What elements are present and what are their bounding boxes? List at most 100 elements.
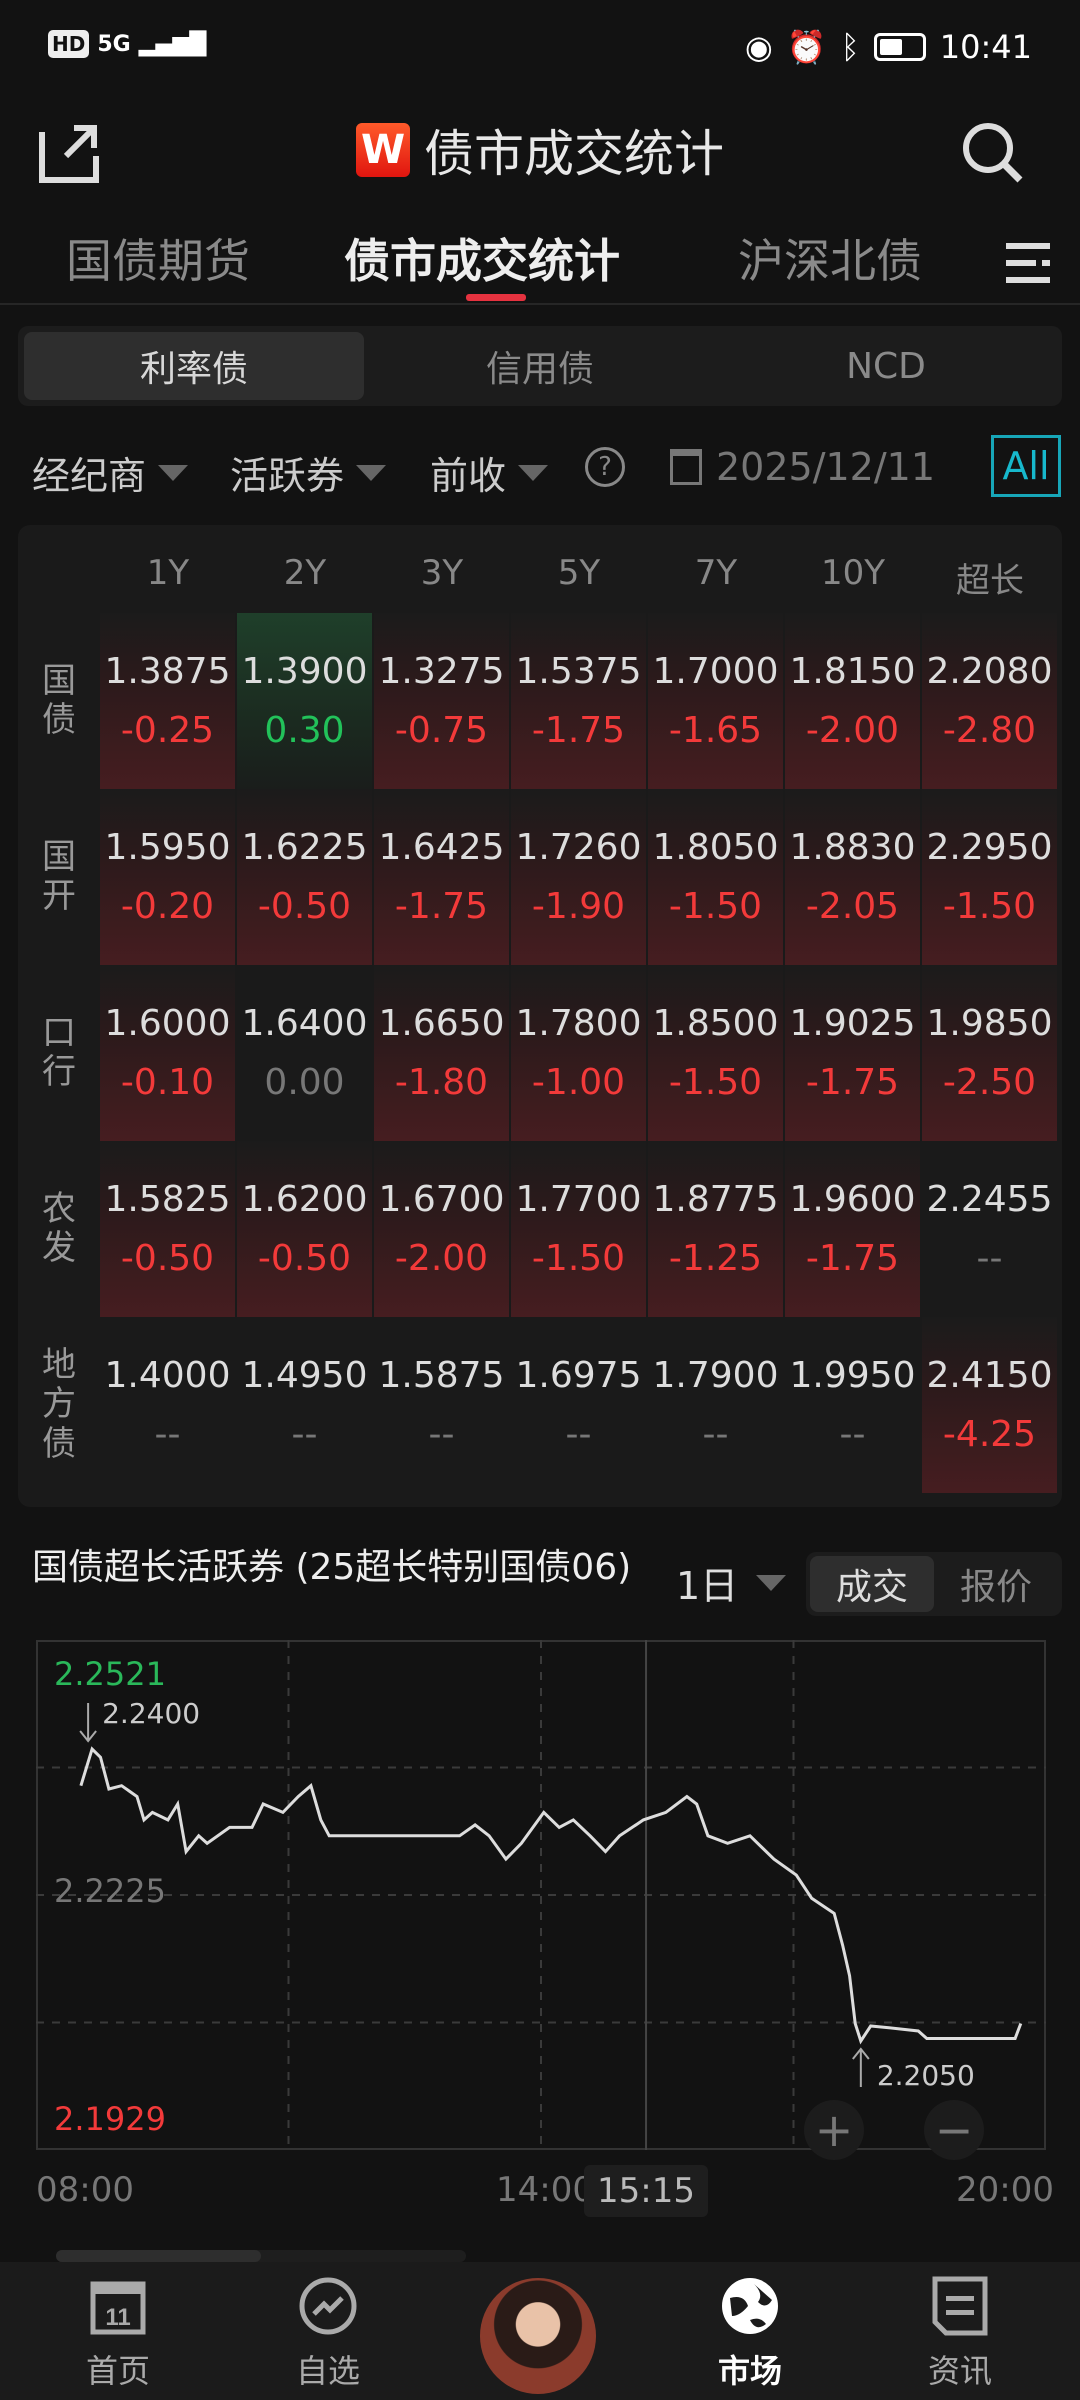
app-header: W 债市成交统计 — [0, 110, 1080, 190]
nav-label: 资讯 — [927, 2352, 992, 2390]
column-header: 10Y — [820, 553, 886, 593]
segment-ncd[interactable]: NCD — [846, 345, 926, 387]
yield-change: -0.75 — [394, 710, 489, 751]
yield-value: 2.2080 — [926, 651, 1053, 692]
yield-cell[interactable]: 1.6975 -- — [511, 1317, 646, 1493]
yield-change: -1.50 — [668, 886, 763, 927]
yield-change: -0.25 — [120, 710, 215, 751]
yield-cell[interactable]: 1.3275 -0.75 — [374, 613, 509, 789]
broker-label: 经纪商 — [32, 454, 147, 498]
yield-cell[interactable]: 1.8500 -1.50 — [648, 965, 783, 1141]
yield-value: 1.3275 — [378, 651, 505, 692]
avatar[interactable] — [480, 2278, 596, 2394]
nav-home[interactable]: 11 首页 — [48, 2276, 188, 2392]
yield-cell[interactable]: 1.3900 0.30 — [237, 613, 372, 789]
yield-table: 1Y 2Y 3Y 5Y 7Y 10Y 超长 国债 1.3875 -0.25 1.3900 0.30 1.… — [18, 525, 1062, 1507]
yield-change: -- — [976, 1238, 1003, 1279]
yield-change: -0.10 — [120, 1062, 215, 1103]
yield-value: 1.4950 — [241, 1355, 368, 1396]
horizontal-scrollbar[interactable] — [56, 2250, 466, 2262]
yield-cell[interactable]: 1.4000 -- — [100, 1317, 235, 1493]
yield-cell[interactable]: 1.9025 -1.75 — [785, 965, 920, 1141]
page-title: 债市成交统计 — [424, 125, 724, 183]
yield-cell[interactable]: 1.3875 -0.25 — [100, 613, 235, 789]
yield-cell[interactable]: 1.9600 -1.75 — [785, 1141, 920, 1317]
yield-cell[interactable]: 2.2950 -1.50 — [922, 789, 1057, 965]
yield-cell[interactable]: 1.6000 -0.10 — [100, 965, 235, 1141]
yield-change: -1.00 — [531, 1062, 626, 1103]
segment-rate-bonds[interactable]: 利率债 — [24, 332, 364, 400]
yield-cell[interactable]: 1.8775 -1.25 — [648, 1141, 783, 1317]
yield-cell[interactable]: 1.6200 -0.50 — [237, 1141, 372, 1317]
yield-change: -2.50 — [942, 1062, 1037, 1103]
yield-value: 1.7260 — [515, 827, 642, 868]
yield-change: -0.50 — [120, 1238, 215, 1279]
segment-credit-bonds[interactable]: 信用债 — [485, 349, 594, 390]
date-picker[interactable]: 2025/12/11 — [670, 445, 935, 489]
all-button[interactable]: All — [991, 435, 1061, 497]
yield-value: 1.3875 — [104, 651, 231, 692]
menu-icon[interactable] — [1006, 243, 1050, 283]
yield-cell[interactable]: 1.8050 -1.50 — [648, 789, 783, 965]
app-logo: W — [356, 123, 410, 177]
signal-icon: ▂▄▆█ — [138, 31, 207, 57]
close-dropdown[interactable]: 前收 — [430, 445, 549, 500]
zoom-out-button[interactable]: − — [924, 2100, 984, 2160]
nav-watchlist[interactable]: 自选 — [258, 2276, 398, 2392]
yield-cell[interactable]: 1.6400 0.00 — [237, 965, 372, 1141]
yield-cell[interactable]: 1.6700 -2.00 — [374, 1141, 509, 1317]
share-icon[interactable] — [38, 122, 100, 184]
yield-value: 1.7900 — [652, 1355, 779, 1396]
yield-value: 1.6225 — [241, 827, 368, 868]
bond-type-dropdown[interactable]: 活跃券 — [230, 445, 387, 500]
yield-cell[interactable]: 1.7260 -1.90 — [511, 789, 646, 965]
tab-bond-trading-stats[interactable]: 债市成交统计 — [344, 234, 620, 288]
yield-cell[interactable]: 1.5375 -1.75 — [511, 613, 646, 789]
chart-title: 国债超长活跃券 (25超长特别国债06) — [32, 1547, 632, 1588]
yield-value: 1.6650 — [378, 1003, 505, 1044]
yield-cell[interactable]: 1.6225 -0.50 — [237, 789, 372, 965]
yield-cell[interactable]: 1.9950 -- — [785, 1317, 920, 1493]
yield-cell[interactable]: 2.2455 -- — [922, 1141, 1057, 1317]
yield-value: 1.8500 — [652, 1003, 779, 1044]
yield-change: -1.65 — [668, 710, 763, 751]
yield-value: 1.5950 — [104, 827, 231, 868]
toggle-quotes[interactable]: 报价 — [959, 1567, 1032, 1608]
yield-cell[interactable]: 2.2080 -2.80 — [922, 613, 1057, 789]
nav-news[interactable]: 资讯 — [890, 2276, 1030, 2392]
yield-cell[interactable]: 1.9850 -2.50 — [922, 965, 1057, 1141]
yield-cell[interactable]: 1.8830 -2.05 — [785, 789, 920, 965]
yield-cell[interactable]: 2.4150 -4.25 — [922, 1317, 1057, 1493]
help-icon[interactable]: ? — [585, 447, 625, 487]
period-dropdown[interactable]: 1日 — [676, 1555, 787, 1610]
yield-cell[interactable]: 1.4950 -- — [237, 1317, 372, 1493]
yield-cell[interactable]: 1.5825 -0.50 — [100, 1141, 235, 1317]
toggle-trades[interactable]: 成交 — [810, 1556, 934, 1612]
alarm-icon: ⏰ — [786, 28, 827, 66]
yield-value: 2.2950 — [926, 827, 1053, 868]
yield-value: 1.7700 — [515, 1179, 642, 1220]
yield-cell[interactable]: 1.6650 -1.80 — [374, 965, 509, 1141]
yield-change: -- — [565, 1414, 592, 1455]
zoom-in-button[interactable]: + — [804, 2100, 864, 2160]
column-header: 超长 — [956, 561, 1024, 601]
yield-cell[interactable]: 1.8150 -2.00 — [785, 613, 920, 789]
yield-cell[interactable]: 1.7900 -- — [648, 1317, 783, 1493]
yield-value: 1.6400 — [241, 1003, 368, 1044]
yield-cell[interactable]: 1.6425 -1.75 — [374, 789, 509, 965]
tab-treasury-futures[interactable]: 国债期货 — [66, 234, 250, 288]
yield-cell[interactable]: 1.7700 -1.50 — [511, 1141, 646, 1317]
row-label: 国开 — [42, 836, 76, 916]
nav-market[interactable]: 市场 — [680, 2276, 820, 2392]
intraday-yield-chart[interactable]: 2.2521 2.2225 2.1929 2.2400 2.2050 — [36, 1640, 1046, 2150]
search-icon[interactable] — [960, 120, 1026, 186]
broker-dropdown[interactable]: 经纪商 — [32, 445, 189, 500]
tab-sh-sz-bj-bonds[interactable]: 沪深北债 — [738, 234, 922, 288]
yield-cell[interactable]: 1.5950 -0.20 — [100, 789, 235, 965]
calendar-icon — [670, 449, 702, 485]
yield-cell[interactable]: 1.5875 -- — [374, 1317, 509, 1493]
yield-cell[interactable]: 1.7000 -1.65 — [648, 613, 783, 789]
yield-cell[interactable]: 1.7800 -1.00 — [511, 965, 646, 1141]
chart-mode-toggle: 成交 报价 — [806, 1552, 1062, 1616]
yield-change: -- — [839, 1414, 866, 1455]
